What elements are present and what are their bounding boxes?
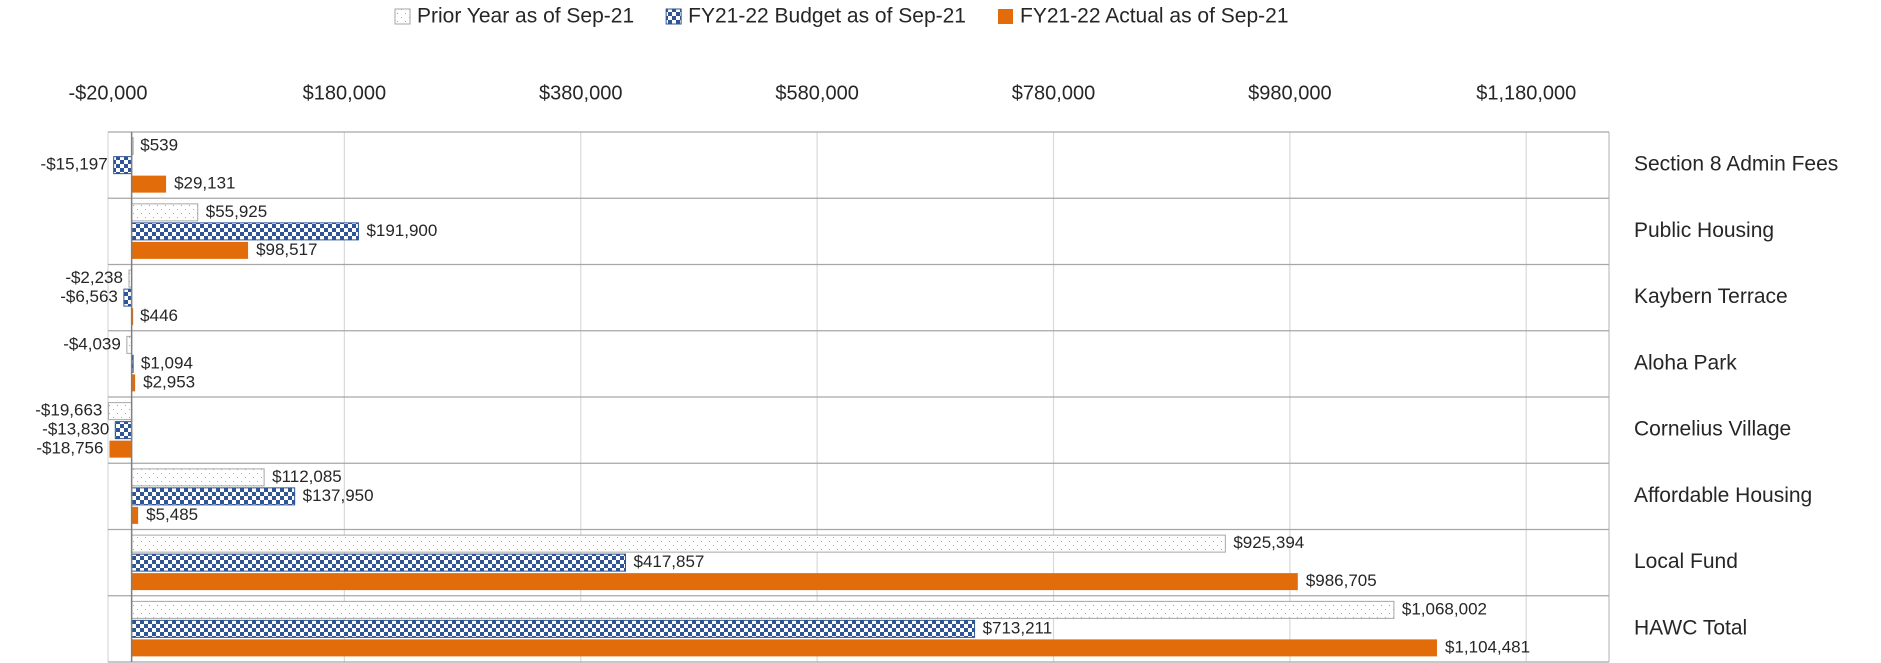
legend-swatch (394, 8, 411, 25)
bar (131, 639, 1438, 657)
bar (131, 573, 1298, 591)
bar (131, 468, 265, 487)
legend-swatch (665, 8, 682, 25)
data-label: -$19,663 (35, 401, 102, 420)
bar (131, 619, 976, 638)
category-label: Affordable Housing (1634, 484, 1812, 507)
legend-swatch (998, 9, 1013, 24)
data-label: -$15,197 (41, 155, 108, 174)
data-label: -$13,830 (42, 420, 109, 439)
bar (123, 288, 133, 307)
category-label: Section 8 Admin Fees (1634, 153, 1838, 176)
x-tick-label: -$20,000 (69, 82, 148, 104)
category-label: Public Housing (1634, 219, 1774, 242)
bar (131, 506, 139, 524)
data-label: $98,517 (256, 240, 317, 259)
x-tick-label: $580,000 (775, 82, 858, 104)
category-label: Local Fund (1634, 550, 1738, 573)
bar (131, 487, 296, 506)
data-label: $446 (140, 306, 178, 325)
bar (131, 222, 359, 241)
legend-label: Prior Year as of Sep-21 (417, 5, 634, 28)
legend-label: FY21-22 Budget as of Sep-21 (688, 5, 966, 28)
bar (131, 203, 199, 222)
category-label: HAWC Total (1634, 616, 1747, 639)
bar (131, 374, 136, 392)
legend-label: FY21-22 Actual as of Sep-21 (1020, 5, 1289, 28)
data-label: $417,857 (633, 552, 704, 571)
data-label: $986,705 (1306, 571, 1377, 590)
bar (109, 440, 132, 458)
data-label: $1,068,002 (1402, 599, 1487, 618)
data-label: -$18,756 (36, 439, 103, 458)
x-tick-label: $780,000 (1012, 82, 1095, 104)
data-label: $539 (140, 136, 178, 155)
data-label: $112,085 (272, 467, 342, 486)
bar (131, 553, 626, 572)
data-label: $29,131 (174, 174, 235, 193)
category-label: Cornelius Village (1634, 418, 1791, 441)
bar (114, 421, 133, 440)
data-label: $55,925 (206, 202, 267, 221)
bar (131, 175, 167, 193)
data-label: -$4,039 (63, 334, 121, 353)
bar (113, 156, 133, 175)
bar (131, 534, 1226, 553)
data-label: -$2,238 (65, 268, 123, 287)
data-label: $191,900 (366, 221, 437, 240)
data-label: $1,104,481 (1445, 637, 1530, 656)
x-tick-label: $380,000 (539, 82, 622, 104)
x-tick-label: $1,180,000 (1476, 82, 1576, 104)
bar (131, 241, 249, 259)
category-label: Kaybern Terrace (1634, 285, 1788, 308)
bar (107, 402, 133, 421)
x-tick-label: $980,000 (1248, 82, 1331, 104)
x-tick-label: $180,000 (303, 82, 386, 104)
data-label: $5,485 (146, 505, 198, 524)
data-label: $713,211 (983, 618, 1053, 637)
data-label: $1,094 (141, 353, 193, 372)
data-label: $2,953 (143, 372, 195, 391)
data-label: $137,950 (303, 486, 374, 505)
data-label: -$6,563 (60, 287, 118, 306)
bar (131, 600, 1395, 619)
data-label: $925,394 (1233, 533, 1304, 552)
category-label: Aloha Park (1634, 351, 1737, 374)
